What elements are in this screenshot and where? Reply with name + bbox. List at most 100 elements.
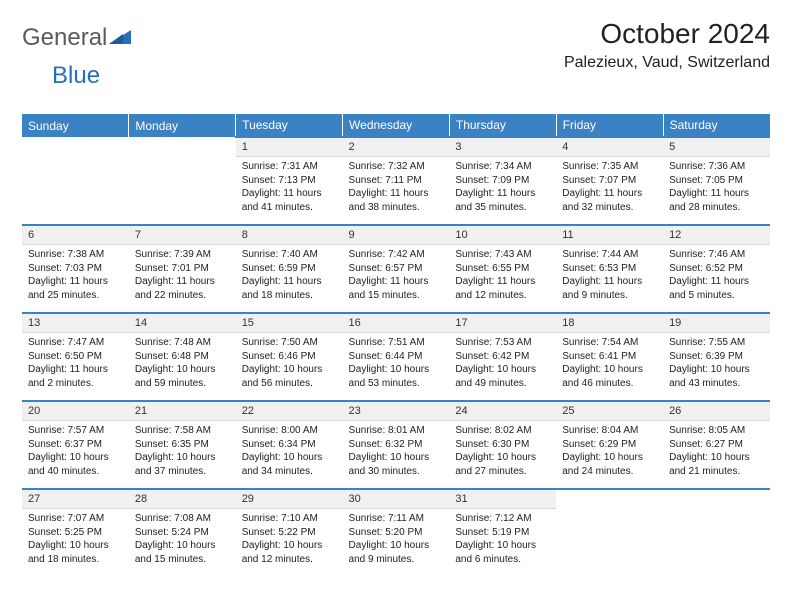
weekday-header: Thursday: [449, 114, 556, 137]
day-number: 4: [556, 138, 663, 156]
sunset-line: Sunset: 7:01 PM: [135, 262, 230, 276]
sunset-line: Sunset: 7:11 PM: [349, 174, 444, 188]
day-cell: 17Sunrise: 7:53 AMSunset: 6:42 PMDayligh…: [449, 313, 556, 401]
sunset-line: Sunset: 6:27 PM: [669, 438, 764, 452]
calendar-row: 6Sunrise: 7:38 AMSunset: 7:03 PMDaylight…: [22, 225, 770, 313]
sunset-line: Sunset: 5:25 PM: [28, 526, 123, 540]
daylight-line: Daylight: 10 hours and 30 minutes.: [349, 451, 444, 478]
day-details: Sunrise: 7:48 AMSunset: 6:48 PMDaylight:…: [129, 333, 236, 394]
day-details: Sunrise: 7:08 AMSunset: 5:24 PMDaylight:…: [129, 509, 236, 570]
daylight-line: Daylight: 11 hours and 38 minutes.: [349, 187, 444, 214]
day-cell: 18Sunrise: 7:54 AMSunset: 6:41 PMDayligh…: [556, 313, 663, 401]
day-number: 1: [236, 138, 343, 156]
daylight-line: Daylight: 10 hours and 6 minutes.: [455, 539, 550, 566]
sunrise-line: Sunrise: 7:34 AM: [455, 160, 550, 174]
sunrise-line: Sunrise: 7:11 AM: [349, 512, 444, 526]
day-number: 20: [22, 402, 129, 420]
sunrise-line: Sunrise: 7:12 AM: [455, 512, 550, 526]
calendar-row: 20Sunrise: 7:57 AMSunset: 6:37 PMDayligh…: [22, 401, 770, 489]
sunrise-line: Sunrise: 7:39 AM: [135, 248, 230, 262]
day-cell: 16Sunrise: 7:51 AMSunset: 6:44 PMDayligh…: [343, 313, 450, 401]
logo-text-general: General: [22, 24, 107, 52]
sunrise-line: Sunrise: 7:35 AM: [562, 160, 657, 174]
day-details: Sunrise: 8:02 AMSunset: 6:30 PMDaylight:…: [449, 421, 556, 482]
sunrise-line: Sunrise: 7:58 AM: [135, 424, 230, 438]
sunset-line: Sunset: 6:55 PM: [455, 262, 550, 276]
daylight-line: Daylight: 10 hours and 9 minutes.: [349, 539, 444, 566]
day-details: Sunrise: 7:34 AMSunset: 7:09 PMDaylight:…: [449, 157, 556, 218]
day-number: 31: [449, 490, 556, 508]
day-details: Sunrise: 7:12 AMSunset: 5:19 PMDaylight:…: [449, 509, 556, 570]
weekday-header: Saturday: [663, 114, 770, 137]
day-details: Sunrise: 7:31 AMSunset: 7:13 PMDaylight:…: [236, 157, 343, 218]
day-number: 19: [663, 314, 770, 332]
sunrise-line: Sunrise: 8:00 AM: [242, 424, 337, 438]
sunrise-line: Sunrise: 7:44 AM: [562, 248, 657, 262]
day-cell: 25Sunrise: 8:04 AMSunset: 6:29 PMDayligh…: [556, 401, 663, 489]
sunrise-line: Sunrise: 7:40 AM: [242, 248, 337, 262]
day-cell: 4Sunrise: 7:35 AMSunset: 7:07 PMDaylight…: [556, 137, 663, 225]
sunset-line: Sunset: 5:24 PM: [135, 526, 230, 540]
daylight-line: Daylight: 11 hours and 25 minutes.: [28, 275, 123, 302]
day-cell: 24Sunrise: 8:02 AMSunset: 6:30 PMDayligh…: [449, 401, 556, 489]
day-cell: 10Sunrise: 7:43 AMSunset: 6:55 PMDayligh…: [449, 225, 556, 313]
sunset-line: Sunset: 6:50 PM: [28, 350, 123, 364]
day-cell: 19Sunrise: 7:55 AMSunset: 6:39 PMDayligh…: [663, 313, 770, 401]
sunset-line: Sunset: 6:46 PM: [242, 350, 337, 364]
sunset-line: Sunset: 6:41 PM: [562, 350, 657, 364]
day-number: 21: [129, 402, 236, 420]
logo-text-blue: Blue: [52, 62, 100, 89]
empty-cell: [22, 137, 129, 225]
sunrise-line: Sunrise: 7:55 AM: [669, 336, 764, 350]
sunrise-line: Sunrise: 7:51 AM: [349, 336, 444, 350]
day-details: Sunrise: 7:46 AMSunset: 6:52 PMDaylight:…: [663, 245, 770, 306]
day-details: Sunrise: 7:10 AMSunset: 5:22 PMDaylight:…: [236, 509, 343, 570]
day-details: Sunrise: 7:58 AMSunset: 6:35 PMDaylight:…: [129, 421, 236, 482]
day-number: 24: [449, 402, 556, 420]
daylight-line: Daylight: 11 hours and 2 minutes.: [28, 363, 123, 390]
day-cell: 13Sunrise: 7:47 AMSunset: 6:50 PMDayligh…: [22, 313, 129, 401]
sunset-line: Sunset: 6:48 PM: [135, 350, 230, 364]
day-cell: 6Sunrise: 7:38 AMSunset: 7:03 PMDaylight…: [22, 225, 129, 313]
day-number: 30: [343, 490, 450, 508]
sunset-line: Sunset: 6:39 PM: [669, 350, 764, 364]
day-number: 15: [236, 314, 343, 332]
sunrise-line: Sunrise: 7:07 AM: [28, 512, 123, 526]
sunset-line: Sunset: 7:03 PM: [28, 262, 123, 276]
weekday-header-row: SundayMondayTuesdayWednesdayThursdayFrid…: [22, 114, 770, 137]
sunrise-line: Sunrise: 7:36 AM: [669, 160, 764, 174]
day-details: Sunrise: 7:43 AMSunset: 6:55 PMDaylight:…: [449, 245, 556, 306]
day-number: 17: [449, 314, 556, 332]
day-number: 13: [22, 314, 129, 332]
day-number: 28: [129, 490, 236, 508]
sunset-line: Sunset: 6:59 PM: [242, 262, 337, 276]
day-details: Sunrise: 7:47 AMSunset: 6:50 PMDaylight:…: [22, 333, 129, 394]
daylight-line: Daylight: 11 hours and 9 minutes.: [562, 275, 657, 302]
day-number: 23: [343, 402, 450, 420]
sunset-line: Sunset: 6:44 PM: [349, 350, 444, 364]
daylight-line: Daylight: 11 hours and 35 minutes.: [455, 187, 550, 214]
day-number: 9: [343, 226, 450, 244]
day-cell: 15Sunrise: 7:50 AMSunset: 6:46 PMDayligh…: [236, 313, 343, 401]
calendar-row: 27Sunrise: 7:07 AMSunset: 5:25 PMDayligh…: [22, 489, 770, 577]
daylight-line: Daylight: 10 hours and 18 minutes.: [28, 539, 123, 566]
day-number: 16: [343, 314, 450, 332]
day-cell: 31Sunrise: 7:12 AMSunset: 5:19 PMDayligh…: [449, 489, 556, 577]
day-details: Sunrise: 8:05 AMSunset: 6:27 PMDaylight:…: [663, 421, 770, 482]
day-details: Sunrise: 7:11 AMSunset: 5:20 PMDaylight:…: [343, 509, 450, 570]
weekday-header: Friday: [556, 114, 663, 137]
day-details: Sunrise: 8:04 AMSunset: 6:29 PMDaylight:…: [556, 421, 663, 482]
sunrise-line: Sunrise: 8:05 AM: [669, 424, 764, 438]
sunset-line: Sunset: 6:37 PM: [28, 438, 123, 452]
sunrise-line: Sunrise: 8:02 AM: [455, 424, 550, 438]
daylight-line: Daylight: 11 hours and 5 minutes.: [669, 275, 764, 302]
day-cell: 30Sunrise: 7:11 AMSunset: 5:20 PMDayligh…: [343, 489, 450, 577]
sunset-line: Sunset: 5:20 PM: [349, 526, 444, 540]
sunrise-line: Sunrise: 7:43 AM: [455, 248, 550, 262]
daylight-line: Daylight: 10 hours and 56 minutes.: [242, 363, 337, 390]
day-details: Sunrise: 7:07 AMSunset: 5:25 PMDaylight:…: [22, 509, 129, 570]
day-cell: 22Sunrise: 8:00 AMSunset: 6:34 PMDayligh…: [236, 401, 343, 489]
sunrise-line: Sunrise: 7:32 AM: [349, 160, 444, 174]
sunset-line: Sunset: 6:35 PM: [135, 438, 230, 452]
daylight-line: Daylight: 10 hours and 49 minutes.: [455, 363, 550, 390]
